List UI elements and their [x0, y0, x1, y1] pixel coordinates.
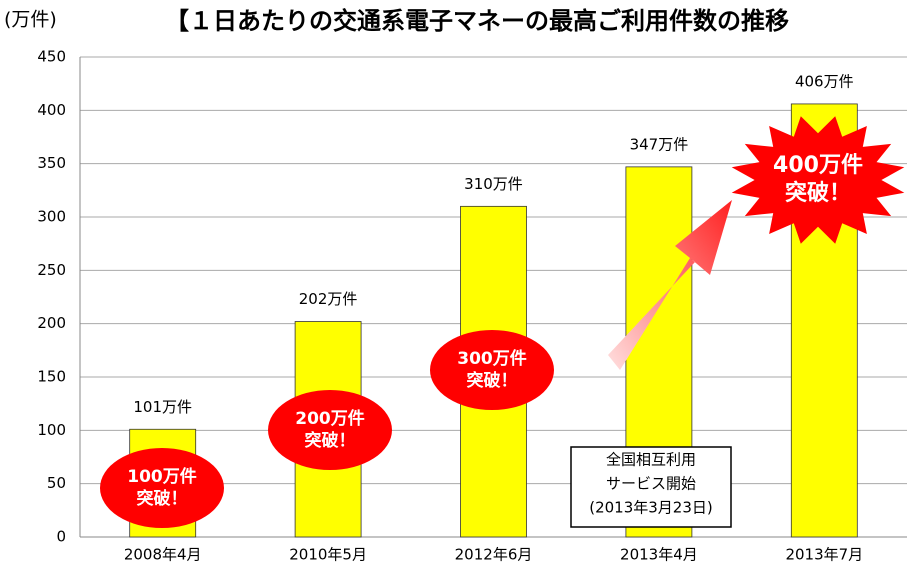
annotation-text: (2013年3月23日) [589, 499, 713, 517]
data-label: 406万件 [795, 72, 854, 90]
x-tick-label: 2008年4月 [124, 546, 202, 564]
badge-shape [268, 390, 392, 470]
data-label: 347万件 [630, 135, 689, 153]
x-tick-label: 2013年7月 [785, 546, 863, 564]
annotation-text: 突破！ [785, 180, 851, 206]
annotation-text: サービス開始 [606, 475, 696, 493]
y-tick-label: 200 [37, 314, 66, 332]
x-tick-label: 2012年6月 [455, 546, 533, 564]
y-axis-unit: (万件) [4, 9, 57, 31]
chart-title: 【１日あたりの交通系電子マネーの最高ご利用件数の推移 [165, 7, 789, 35]
y-tick-label: 100 [37, 421, 66, 439]
annotation-text: 200万件 [295, 408, 365, 429]
chart: (万件) 【１日あたりの交通系電子マネーの最高ご利用件数の推移 0 50 100 15… [0, 0, 907, 567]
y-tick-label: 150 [37, 368, 66, 386]
badge-shape [100, 448, 224, 528]
x-tick-label: 2013年4月 [620, 546, 698, 564]
annotation-text: 突破！ [137, 488, 188, 509]
y-tick-label: 50 [47, 474, 66, 492]
badge-shape [732, 116, 905, 244]
annotation-text: 100万件 [127, 466, 197, 487]
annotation-text: 突破！ [305, 430, 356, 451]
annotation-text: 300万件 [457, 348, 527, 369]
y-tick-label: 300 [37, 208, 66, 226]
badge-shape [430, 330, 554, 410]
annotation-text: 全国相互利用 [606, 451, 696, 469]
y-tick-label: 350 [37, 154, 66, 172]
data-label: 101万件 [133, 398, 192, 416]
y-tick-label: 0 [56, 528, 66, 546]
annotation-text: 400万件 [773, 153, 863, 178]
y-tick-label: 400 [37, 101, 66, 119]
data-label: 202万件 [299, 290, 358, 308]
annotation-text: 突破！ [467, 370, 518, 391]
data-label: 310万件 [464, 175, 523, 193]
x-tick-label: 2010年5月 [289, 546, 367, 564]
y-tick-label: 250 [37, 261, 66, 279]
y-tick-label: 450 [37, 48, 66, 66]
